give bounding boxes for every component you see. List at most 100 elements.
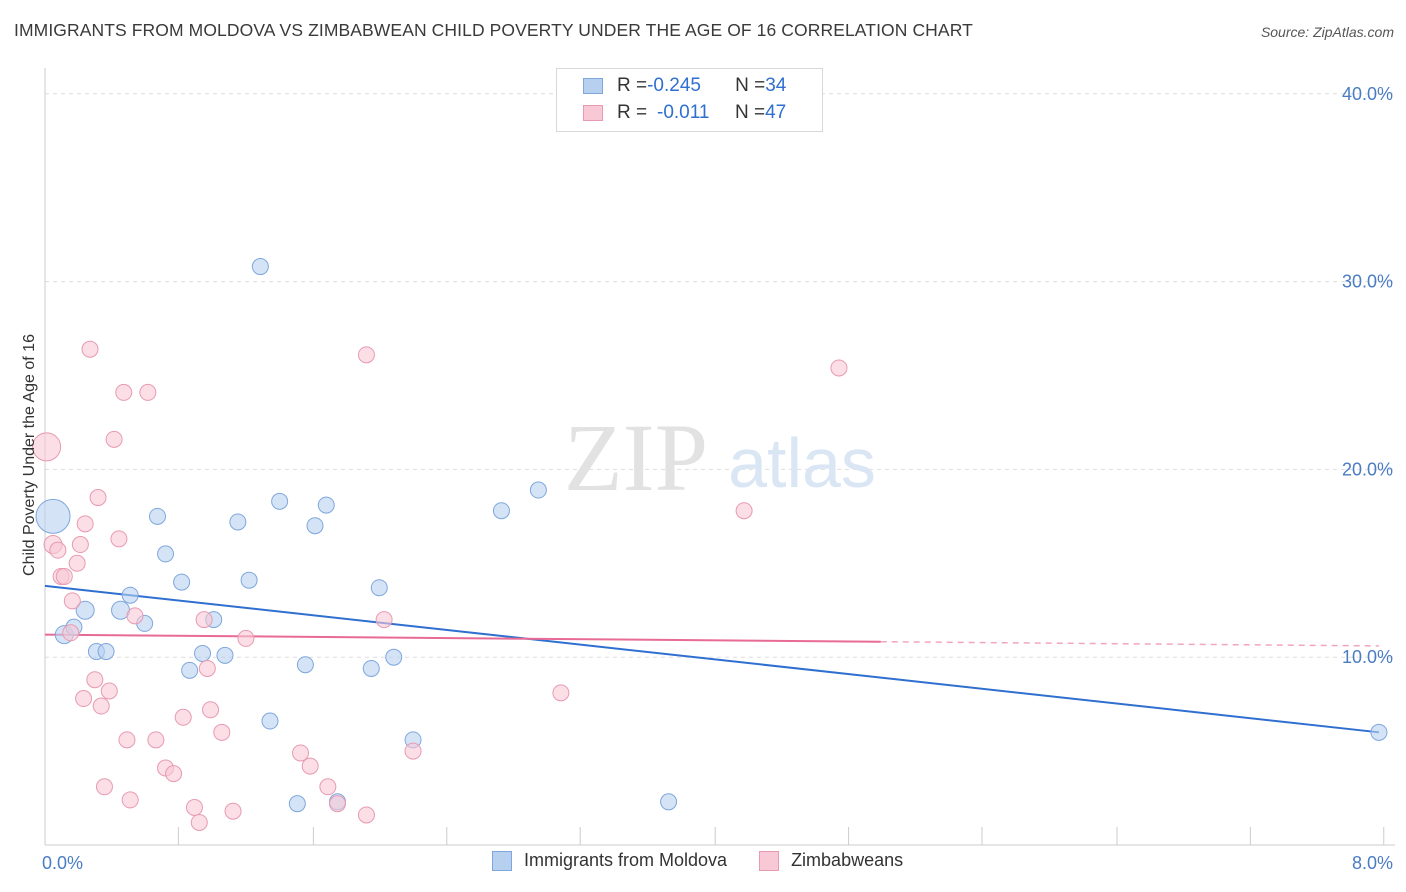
point-zimbabwe xyxy=(319,778,337,796)
point-moldova xyxy=(181,661,199,679)
point-zimbabwe xyxy=(115,383,133,401)
watermark-atlas: atlas xyxy=(728,424,876,502)
legend-swatch-pink xyxy=(759,850,780,871)
point-zimbabwe xyxy=(329,795,346,813)
point-zimbabwe xyxy=(118,731,136,749)
point-zimbabwe xyxy=(95,778,113,796)
point-zimbabwe xyxy=(195,611,213,629)
point-zimbabwe xyxy=(62,624,80,642)
point-moldova xyxy=(149,507,166,525)
legend-row-moldova: R = -0.245 N = 34 xyxy=(557,73,786,99)
axes xyxy=(44,68,1395,846)
legend-n-label: N = xyxy=(735,75,766,96)
legend-label-moldova: Immigrants from Moldova xyxy=(524,850,728,870)
point-zimbabwe xyxy=(71,536,89,554)
point-zimbabwe xyxy=(292,744,310,762)
point-zimbabwe xyxy=(81,340,99,358)
point-moldova xyxy=(173,573,191,591)
legend-r-label: R = xyxy=(617,102,648,123)
point-zimbabwe xyxy=(190,813,208,831)
point-zimbabwe xyxy=(830,359,848,377)
point-zimbabwe xyxy=(63,592,81,610)
tick-labels: 10.0% 20.0% 30.0% 40.0% 0.0% 8.0% xyxy=(42,84,1393,873)
series-legend: Immigrants from Moldova Zimbabweans xyxy=(492,850,935,871)
point-zimbabwe xyxy=(552,684,570,702)
point-zimbabwe xyxy=(357,806,375,824)
point-zimbabwe xyxy=(198,659,216,677)
point-moldova xyxy=(75,600,95,620)
source-label: Source: ZipAtlas.com xyxy=(1260,24,1394,40)
point-moldova xyxy=(240,571,258,589)
point-zimbabwe xyxy=(404,742,422,760)
legend-item-moldova: Immigrants from Moldova xyxy=(492,850,727,871)
point-zimbabwe xyxy=(213,723,231,741)
point-zimbabwe xyxy=(68,554,86,572)
point-moldova xyxy=(194,644,211,662)
y-axis-label: Child Poverty Under the Age of 16 xyxy=(21,334,38,576)
legend-swatch-blue xyxy=(492,850,512,871)
point-zimbabwe xyxy=(224,802,242,820)
legend-swatch-blue xyxy=(583,78,603,94)
point-zimbabwe xyxy=(202,701,220,719)
point-zimbabwe xyxy=(55,567,73,585)
point-moldova xyxy=(251,258,269,276)
point-moldova xyxy=(271,492,289,510)
legend-label-zimbabwe: Zimbabweans xyxy=(791,850,904,870)
legend-row-zimbabwe: R = -0.011 N = 47 xyxy=(557,100,786,126)
trend-line-solid xyxy=(44,633,881,643)
legend-r-value: -0.245 xyxy=(647,75,701,96)
point-zimbabwe xyxy=(100,682,118,700)
watermark: ZIP atlas xyxy=(564,404,876,511)
legend-r-value: -0.011 xyxy=(657,102,710,123)
point-moldova xyxy=(157,545,175,563)
point-zimbabwe xyxy=(121,791,139,809)
watermark-zip: ZIP xyxy=(564,404,708,511)
stats-legend: R = -0.245 N = 34 R = -0.011 N = 47 xyxy=(556,68,823,132)
point-zimbabwe xyxy=(174,708,192,726)
point-zimbabwe xyxy=(165,765,183,783)
point-zimbabwe xyxy=(75,690,93,708)
legend-item-zimbabwe: Zimbabweans xyxy=(759,850,903,871)
point-moldova xyxy=(317,496,335,514)
point-moldova xyxy=(288,795,306,813)
trend-lines xyxy=(44,584,1380,734)
point-moldova xyxy=(97,643,115,661)
legend-r-label: R = xyxy=(617,75,648,96)
point-moldova xyxy=(216,646,234,664)
point-moldova xyxy=(1370,723,1388,741)
y-tick-label: 10.0% xyxy=(1342,647,1393,667)
legend-n-value: 34 xyxy=(765,75,787,96)
point-moldova xyxy=(660,793,678,811)
point-zimbabwe xyxy=(76,515,94,533)
point-zimbabwe xyxy=(357,346,375,364)
point-zimbabwe xyxy=(126,607,144,625)
point-zimbabwe xyxy=(147,731,165,749)
point-zimbabwe xyxy=(89,489,107,507)
x-tick-label: 0.0% xyxy=(42,853,83,873)
point-zimbabwe xyxy=(32,432,62,462)
point-zimbabwe xyxy=(735,502,753,520)
point-zimbabwe xyxy=(49,541,67,559)
point-moldova xyxy=(121,586,139,604)
point-moldova xyxy=(492,502,510,520)
point-moldova xyxy=(229,513,247,531)
point-moldova xyxy=(370,579,388,597)
chart-title: IMMIGRANTS FROM MOLDOVA VS ZIMBABWEAN CH… xyxy=(14,20,973,40)
point-zimbabwe xyxy=(185,798,203,816)
point-moldova xyxy=(385,648,403,666)
point-zimbabwe xyxy=(110,530,128,548)
point-moldova xyxy=(296,656,314,674)
point-zimbabwe xyxy=(375,611,393,629)
legend-n-value: 47 xyxy=(765,102,787,123)
point-zimbabwe xyxy=(237,629,255,647)
point-zimbabwe xyxy=(86,671,104,689)
legend-swatch-pink xyxy=(583,105,603,121)
point-zimbabwe xyxy=(92,697,110,715)
point-moldova xyxy=(362,659,380,677)
data-points xyxy=(32,258,1388,831)
point-zimbabwe xyxy=(301,757,319,775)
trend-line-dashed xyxy=(880,640,1379,647)
point-zimbabwe xyxy=(139,383,157,401)
y-tick-label: 20.0% xyxy=(1342,459,1393,479)
